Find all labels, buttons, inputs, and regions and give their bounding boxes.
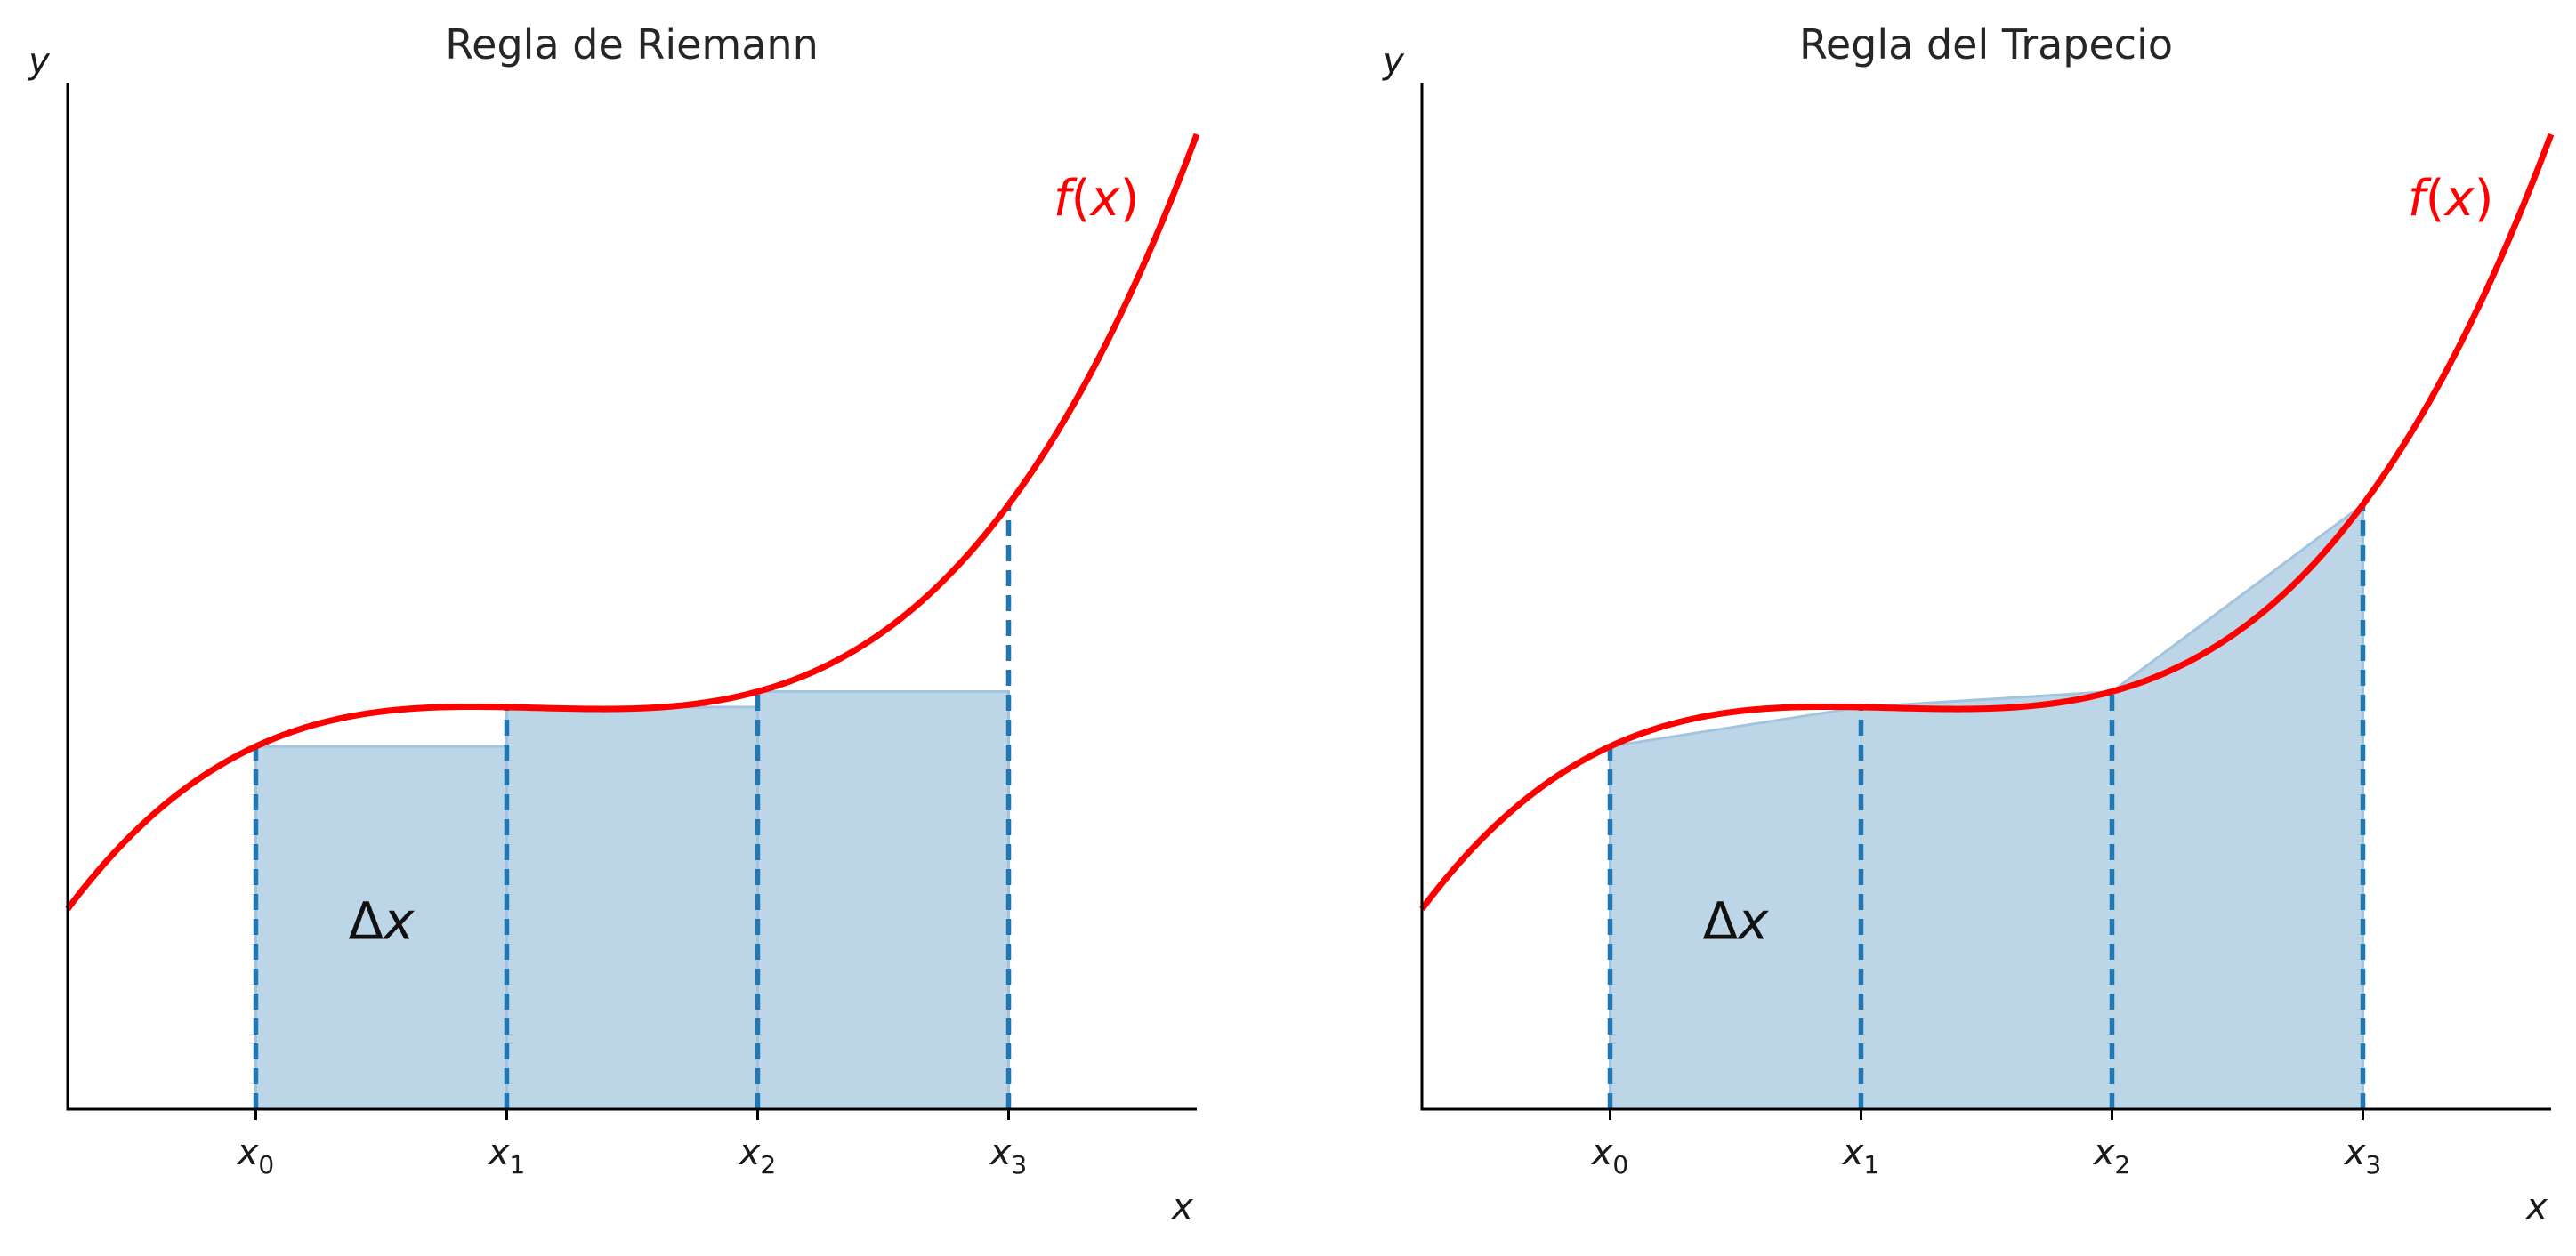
- x-tick-label: x3: [989, 1132, 1028, 1180]
- chart-title: Regla de Riemann: [445, 20, 818, 68]
- trapezoid-area: [1609, 502, 2364, 1111]
- delta-x-annotation: Δx: [348, 891, 415, 952]
- function-curve: [65, 133, 1200, 911]
- y-axis-label: y: [28, 41, 51, 82]
- function-label: f(x): [2408, 170, 2494, 228]
- riemann-rect-0: [254, 745, 508, 1111]
- x-axis-label: x: [1170, 1187, 1193, 1228]
- x-tick-label: x1: [487, 1132, 526, 1180]
- chart-title: Regla del Trapecio: [1799, 20, 2173, 68]
- x-tick-label: x2: [2092, 1132, 2131, 1180]
- y-axis-label: y: [1382, 41, 1405, 82]
- x-tick-label: x0: [1590, 1132, 1629, 1180]
- x-axis-label: x: [2524, 1187, 2548, 1228]
- riemann-rect-1: [505, 705, 759, 1111]
- delta-x-annotation: Δx: [1702, 891, 1769, 952]
- panel-trapezoid: x0 x1 x2 x3 Regla del Trapecio y x f(x) Δx: [1382, 20, 2555, 1228]
- x-tick-label: x0: [236, 1132, 275, 1180]
- function-curve: [1419, 133, 2555, 911]
- riemann-rect-2: [756, 690, 1010, 1111]
- x-tick-label: x1: [1841, 1132, 1880, 1180]
- x-tick-label: x2: [738, 1132, 777, 1180]
- function-label: f(x): [1054, 170, 1140, 228]
- x-tick-label: x3: [2343, 1132, 2382, 1180]
- axes-spines: [66, 83, 1197, 1111]
- panel-riemann: x0 x1 x2 x3 Regla de Riemann y x f(x) Δx: [28, 20, 1200, 1228]
- axes-spines: [1420, 83, 2551, 1111]
